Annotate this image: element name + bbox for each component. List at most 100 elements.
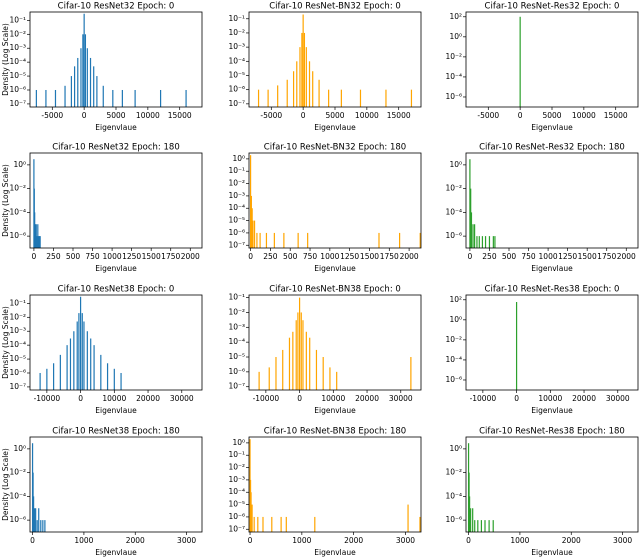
bar bbox=[106, 363, 109, 390]
x-tick-label: 0 bbox=[78, 394, 83, 403]
bar bbox=[296, 61, 298, 107]
bar bbox=[267, 89, 269, 107]
x-tick-label: 0 bbox=[301, 111, 306, 120]
y-tick-label: 10⁻⁴ bbox=[228, 56, 245, 65]
bar bbox=[38, 236, 40, 248]
x-tick-label: 2000 bbox=[344, 536, 363, 545]
axes-frame bbox=[465, 436, 639, 533]
subplot-title: Cifar-10 ResNet-BN32 Epoch: 0 bbox=[269, 2, 401, 12]
x-axis-label: Eigenvlaue bbox=[95, 406, 137, 415]
bar bbox=[36, 520, 38, 532]
bar bbox=[35, 89, 37, 107]
y-tick-label: 10⁻⁷ bbox=[9, 382, 26, 391]
y-tick-label: 10² bbox=[449, 295, 462, 304]
bar bbox=[303, 32, 306, 107]
bar bbox=[472, 508, 474, 532]
subplot: 0 1000 2000 3000 10⁰ 10⁻¹ 10⁻² 10⁻³ 10⁻⁴ 10⁻⁵ 10⁻⁶… bbox=[228, 427, 422, 557]
y-tick-label: 10⁰ bbox=[449, 444, 462, 453]
bar bbox=[474, 224, 476, 248]
x-tick-label: 20000 bbox=[136, 394, 160, 403]
bar bbox=[64, 85, 66, 107]
bar bbox=[250, 195, 252, 248]
bar bbox=[83, 13, 85, 108]
y-tick-label: 10⁻² bbox=[445, 52, 462, 61]
bar bbox=[315, 349, 318, 390]
y-tick-label: 10⁻⁶ bbox=[445, 515, 462, 524]
bar bbox=[120, 372, 122, 390]
bar bbox=[295, 320, 297, 390]
bar bbox=[38, 508, 40, 532]
bar bbox=[419, 516, 421, 532]
x-tick-label: 15000 bbox=[604, 111, 628, 120]
subplot: -5000 0 5000 10000 15000 10² 10⁰ 10⁻² 10⁻⁴ 10⁻⁶ Ci… bbox=[445, 2, 639, 132]
bar bbox=[478, 236, 480, 248]
bar bbox=[54, 89, 57, 107]
bar bbox=[385, 89, 387, 107]
bar bbox=[96, 76, 98, 107]
bar bbox=[70, 76, 73, 107]
x-axis-label: Eigenvlaue bbox=[314, 548, 356, 557]
bar bbox=[277, 85, 279, 107]
x-tick-label: 1750 bbox=[597, 252, 616, 261]
bar bbox=[265, 232, 268, 248]
y-tick-label: 10⁻¹ bbox=[228, 166, 245, 175]
bar bbox=[134, 89, 136, 107]
bar bbox=[398, 232, 401, 248]
bar bbox=[77, 57, 79, 107]
x-tick-label: 10000 bbox=[572, 111, 596, 120]
y-tick-label: 10⁻⁵ bbox=[228, 352, 245, 361]
bar bbox=[80, 48, 82, 107]
x-axis-label: Eigenvlaue bbox=[531, 123, 573, 132]
y-tick-label: 10⁻² bbox=[9, 312, 26, 321]
subplot: 0 250 500 750 1000 1250 1500 1750 2000 10⁰ 10⁻² 10⁻… bbox=[1, 143, 203, 273]
x-tick-label: -5000 bbox=[260, 111, 282, 120]
bar bbox=[308, 61, 311, 107]
x-tick-label: 500 bbox=[502, 252, 517, 261]
bar bbox=[484, 520, 486, 532]
y-tick-label: 10⁻⁶ bbox=[228, 512, 245, 521]
y-tick-label: 10² bbox=[449, 12, 462, 21]
bar bbox=[470, 212, 473, 248]
y-tick-label: 10⁻⁴ bbox=[9, 207, 26, 216]
y-tick-label: 10⁰ bbox=[449, 32, 462, 41]
bar bbox=[251, 504, 253, 532]
y-tick-label: 10⁻⁷ bbox=[228, 99, 245, 108]
axes-frame bbox=[248, 294, 422, 391]
bar bbox=[252, 220, 254, 248]
bar bbox=[302, 14, 304, 107]
x-tick-label: 0 bbox=[248, 252, 253, 261]
y-tick-label: 10⁻⁷ bbox=[228, 524, 245, 533]
bar bbox=[84, 34, 87, 108]
bar bbox=[251, 208, 253, 248]
x-tick-label: 500 bbox=[283, 252, 298, 261]
x-tick-label: 0 bbox=[514, 394, 519, 403]
bar bbox=[292, 71, 295, 107]
axes-frame bbox=[465, 11, 639, 108]
bar bbox=[286, 79, 288, 107]
x-tick-label: 1000 bbox=[320, 252, 339, 261]
bar bbox=[86, 331, 88, 390]
x-tick-label: 2000 bbox=[126, 536, 145, 545]
bar bbox=[359, 89, 362, 107]
bar bbox=[34, 508, 36, 532]
y-tick-label: 10⁻¹ bbox=[228, 14, 245, 23]
subplot-title: Cifar-10 ResNet-BN38 Epoch: 0 bbox=[269, 285, 401, 295]
bar bbox=[39, 236, 41, 248]
bar bbox=[35, 224, 37, 248]
y-tick-label: 10⁻¹ bbox=[9, 15, 26, 24]
x-tick-label: 3000 bbox=[396, 536, 415, 545]
subplot-title: Cifar-10 ResNet32 Epoch: 180 bbox=[52, 143, 179, 153]
x-tick-label: 10000 bbox=[102, 394, 126, 403]
bar bbox=[268, 367, 270, 390]
x-tick-label: 10000 bbox=[321, 394, 345, 403]
bar bbox=[76, 321, 78, 390]
bar bbox=[257, 516, 259, 532]
y-tick-label: 10⁻⁷ bbox=[9, 99, 26, 108]
bar bbox=[112, 89, 114, 107]
x-tick-label: 750 bbox=[85, 252, 100, 261]
x-tick-label: -10000 bbox=[470, 394, 497, 403]
y-tick-label: 10⁻⁴ bbox=[228, 337, 245, 346]
x-axis-label: Eigenvlaue bbox=[314, 123, 356, 132]
x-tick-label: 20000 bbox=[572, 394, 596, 403]
y-tick-label: 10⁻⁴ bbox=[9, 57, 26, 66]
